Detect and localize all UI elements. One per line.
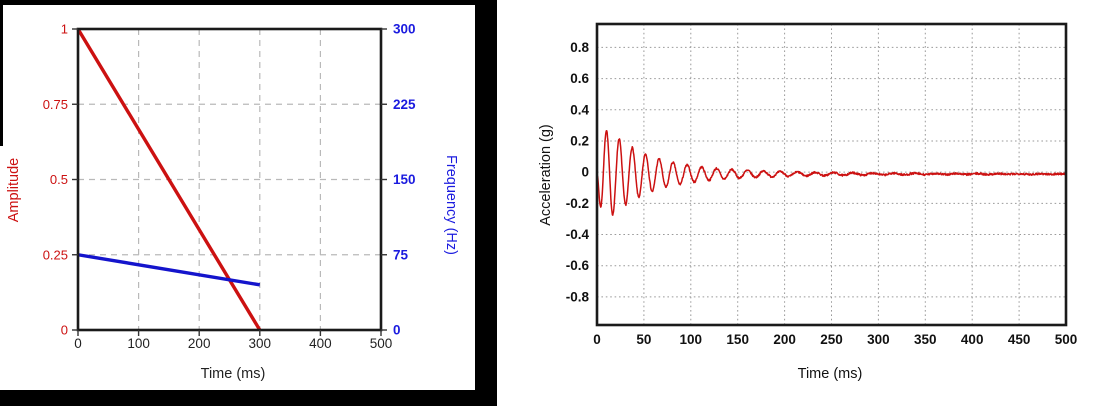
time-tick-label: 250 — [820, 332, 843, 347]
acceleration-tick-label: -0.8 — [566, 289, 590, 304]
time-tick-label: 450 — [1008, 332, 1031, 347]
acceleration-tick-label: -0.2 — [566, 196, 589, 211]
time-tick-label: 200 — [773, 332, 796, 347]
acceleration-trace — [596, 130, 1067, 216]
acceleration-tick-label: 0.6 — [570, 71, 589, 86]
acceleration-chart-svg: 0.8 0.6 0.4 0.2 0 -0.2 -0.4 -0.6 -0.8 0 50 100 150 20… — [497, 0, 1098, 406]
time-tick-label: 400 — [961, 332, 984, 347]
acceleration-tick-label: 0.4 — [570, 102, 589, 117]
time-tick-label: 350 — [914, 332, 937, 347]
amplitude-tick-label: 0.75 — [43, 97, 68, 112]
time-tick-label: 50 — [636, 332, 651, 347]
time-tick-label: 0 — [74, 336, 82, 351]
left-figure-background — [0, 0, 497, 406]
left-figure-matte-right — [475, 0, 497, 406]
frequency-tick-label: 0 — [393, 323, 401, 338]
time-tick-label: 300 — [867, 332, 890, 347]
right-chart-x-axis-label-time: Time (ms) — [798, 366, 863, 382]
frequency-tick-label: 225 — [393, 97, 416, 112]
left-chart-y-axis-label-amplitude: Amplitude — [6, 158, 22, 222]
right-plot-area: 0.8 0.6 0.4 0.2 0 -0.2 -0.4 -0.6 -0.8 0 50 100 150 20… — [566, 22, 1078, 347]
acceleration-tick-label: 0.2 — [570, 133, 589, 148]
time-tick-label: 150 — [726, 332, 749, 347]
time-tick-label: 0 — [593, 332, 601, 347]
time-tick-label: 500 — [1055, 332, 1078, 347]
acceleration-tick-label: -0.4 — [566, 227, 590, 242]
amplitude-tick-label: 0.5 — [50, 172, 68, 187]
time-tick-label: 500 — [370, 336, 393, 351]
amplitude-tick-label: 1 — [61, 22, 68, 37]
right-figure-acceleration-chart: 0.8 0.6 0.4 0.2 0 -0.2 -0.4 -0.6 -0.8 0 50 100 150 20… — [497, 0, 1098, 406]
frequency-tick-label: 300 — [393, 22, 416, 37]
time-tick-label: 100 — [127, 336, 150, 351]
frequency-tick-label: 150 — [393, 172, 416, 187]
time-tick-label: 400 — [309, 336, 332, 351]
left-chart-y2-axis-label-frequency: Frequency (Hz) — [443, 155, 459, 255]
acceleration-tick-label: 0.8 — [570, 40, 589, 55]
amplitude-frequency-chart-svg: 0 0.25 0.5 0.75 1 0 75 150 225 300 0 100 200 300 400 50… — [0, 0, 497, 406]
left-plot-area: 0 0.25 0.5 0.75 1 0 75 150 225 300 0 100 200 300 400 50… — [43, 22, 416, 352]
left-figure-matte-bottom — [0, 390, 497, 406]
amplitude-tick-label: 0.25 — [43, 247, 68, 262]
left-chart-x-axis-label-time: Time (ms) — [201, 366, 266, 382]
plot-frame — [595, 22, 1068, 327]
left-figure-matte-left — [0, 0, 3, 146]
time-tick-label: 300 — [249, 336, 272, 351]
time-tick-label: 100 — [680, 332, 703, 347]
right-chart-y-axis-label-acceleration: Acceleration (g) — [538, 124, 554, 226]
amplitude-tick-label: 0 — [61, 323, 68, 338]
frequency-tick-label: 75 — [393, 247, 409, 262]
left-figure-amplitude-frequency-chart: 0 0.25 0.5 0.75 1 0 75 150 225 300 0 100 200 300 400 50… — [0, 0, 497, 406]
acceleration-tick-label: -0.6 — [566, 258, 590, 273]
acceleration-tick-label: 0 — [581, 165, 589, 180]
left-figure-matte-top — [0, 0, 497, 5]
time-tick-label: 200 — [188, 336, 211, 351]
frequency-line — [77, 253, 261, 287]
